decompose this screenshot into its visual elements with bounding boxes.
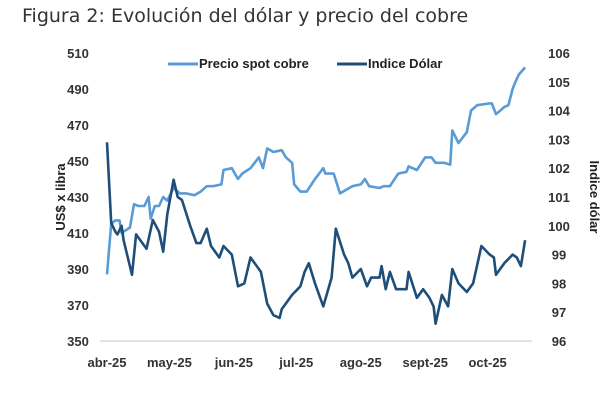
y-tick-right: 105 — [548, 75, 570, 90]
y-tick-left: 430 — [67, 190, 89, 205]
y-tick-left: 410 — [67, 226, 89, 241]
x-tick: jun-25 — [214, 355, 253, 370]
series-line-precio-cobre — [105, 66, 527, 275]
x-tick: jul-25 — [278, 355, 313, 370]
y-axis-label-right: Indice dólar — [587, 161, 600, 234]
y-tick-right: 98 — [552, 276, 566, 291]
x-tick: abr-25 — [87, 355, 126, 370]
x-tick: sept-25 — [402, 355, 448, 370]
y-tick-left: 450 — [67, 154, 89, 169]
legend-label: Precio spot cobre — [199, 56, 309, 71]
y-tick-left: 490 — [67, 82, 89, 97]
series-line-indice-dolar — [105, 142, 527, 325]
y-tick-right: 102 — [548, 161, 570, 176]
y-tick-right: 104 — [548, 104, 570, 119]
y-tick-right: 97 — [552, 305, 566, 320]
y-tick-right: 100 — [548, 219, 570, 234]
y-tick-left: 510 — [67, 46, 89, 61]
y-tick-right: 99 — [552, 248, 566, 263]
y-tick-right: 96 — [552, 334, 566, 349]
legend-item: Indice Dólar — [337, 56, 442, 71]
x-tick: oct-25 — [468, 355, 506, 370]
y-tick-right: 103 — [548, 132, 570, 147]
x-tick: ago-25 — [340, 355, 382, 370]
chart-title: Figura 2: Evolución del dólar y precio d… — [22, 5, 469, 27]
y-tick-left: 470 — [67, 118, 89, 133]
legend-label: Indice Dólar — [368, 56, 442, 71]
y-tick-left: 350 — [67, 334, 89, 349]
y-tick-right: 106 — [548, 46, 570, 61]
y-tick-right: 101 — [548, 190, 570, 205]
y-tick-left: 390 — [67, 262, 89, 277]
y-axis-label-left: US$ x libra — [53, 163, 68, 231]
legend-item: Precio spot cobre — [168, 56, 309, 71]
x-tick: may-25 — [147, 355, 192, 370]
y-tick-left: 370 — [67, 298, 89, 313]
